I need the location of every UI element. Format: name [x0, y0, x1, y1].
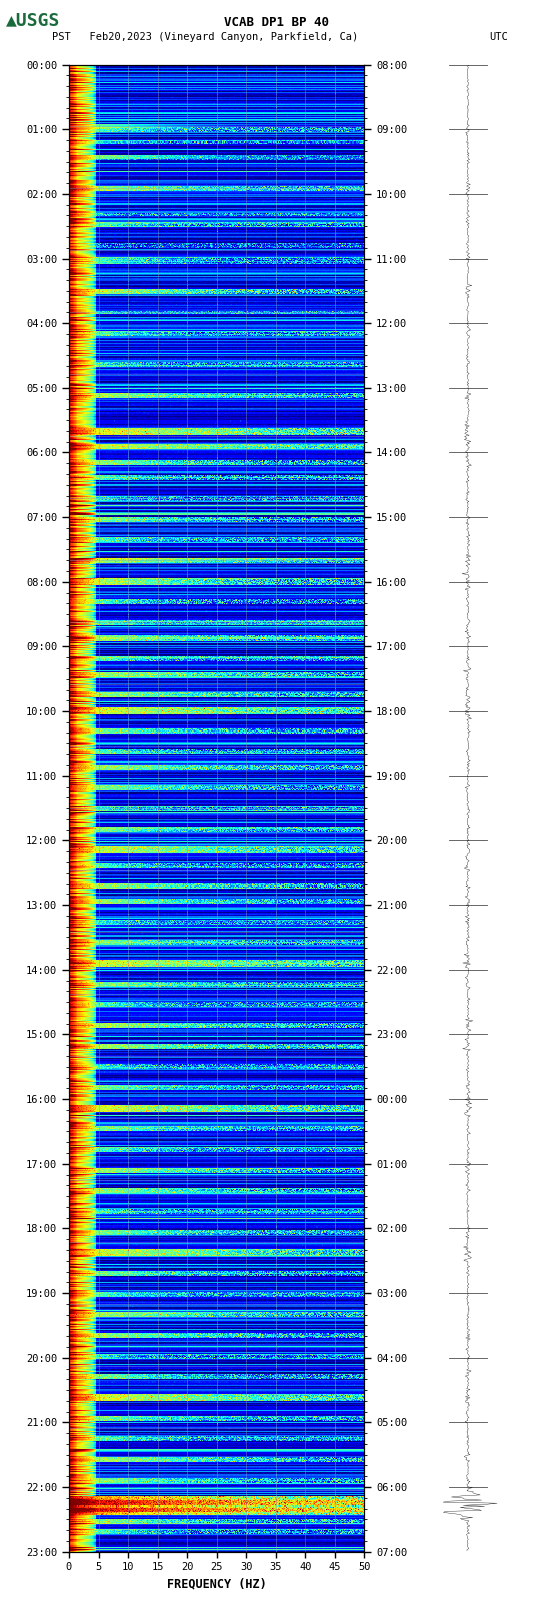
- Text: ▲USGS: ▲USGS: [6, 11, 60, 29]
- Text: UTC: UTC: [489, 32, 508, 42]
- Text: PST   Feb20,2023 (Vineyard Canyon, Parkfield, Ca): PST Feb20,2023 (Vineyard Canyon, Parkfie…: [52, 32, 359, 42]
- Text: VCAB DP1 BP 40: VCAB DP1 BP 40: [224, 16, 328, 29]
- X-axis label: FREQUENCY (HZ): FREQUENCY (HZ): [167, 1578, 267, 1590]
